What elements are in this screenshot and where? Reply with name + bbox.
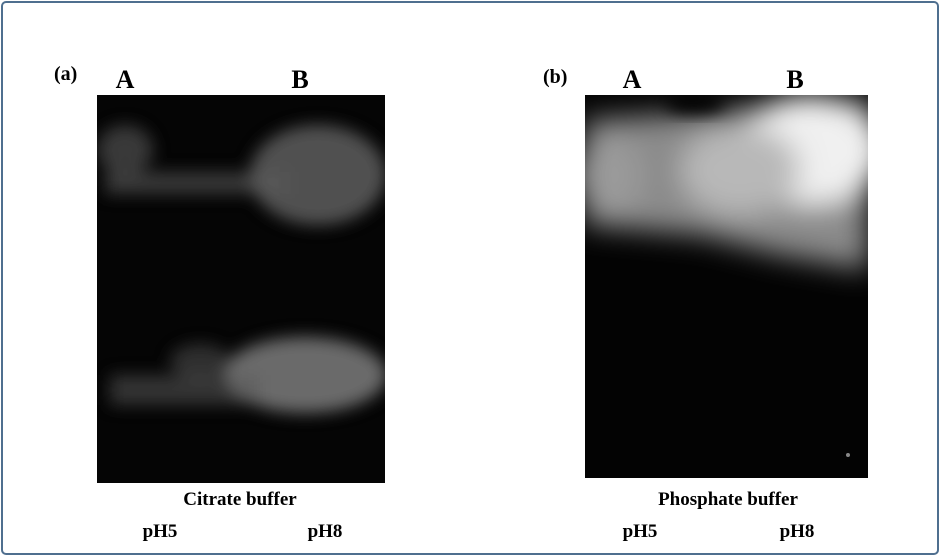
lane-label: B [786, 65, 803, 94]
panel-label: (a) [54, 63, 77, 85]
lane-label: B [291, 65, 308, 94]
lane-label: A [116, 65, 135, 94]
gel-image-b [585, 95, 868, 478]
condition-label: pH5 [143, 521, 178, 542]
condition-label: pH8 [308, 521, 343, 542]
lane-label: A [623, 65, 642, 94]
panel-label: (b) [543, 66, 567, 88]
gel-image-a [97, 95, 385, 483]
condition-label: pH8 [780, 521, 815, 542]
caption: Citrate buffer [183, 489, 297, 510]
caption: Phosphate buffer [658, 489, 798, 510]
condition-label: pH5 [623, 521, 658, 542]
